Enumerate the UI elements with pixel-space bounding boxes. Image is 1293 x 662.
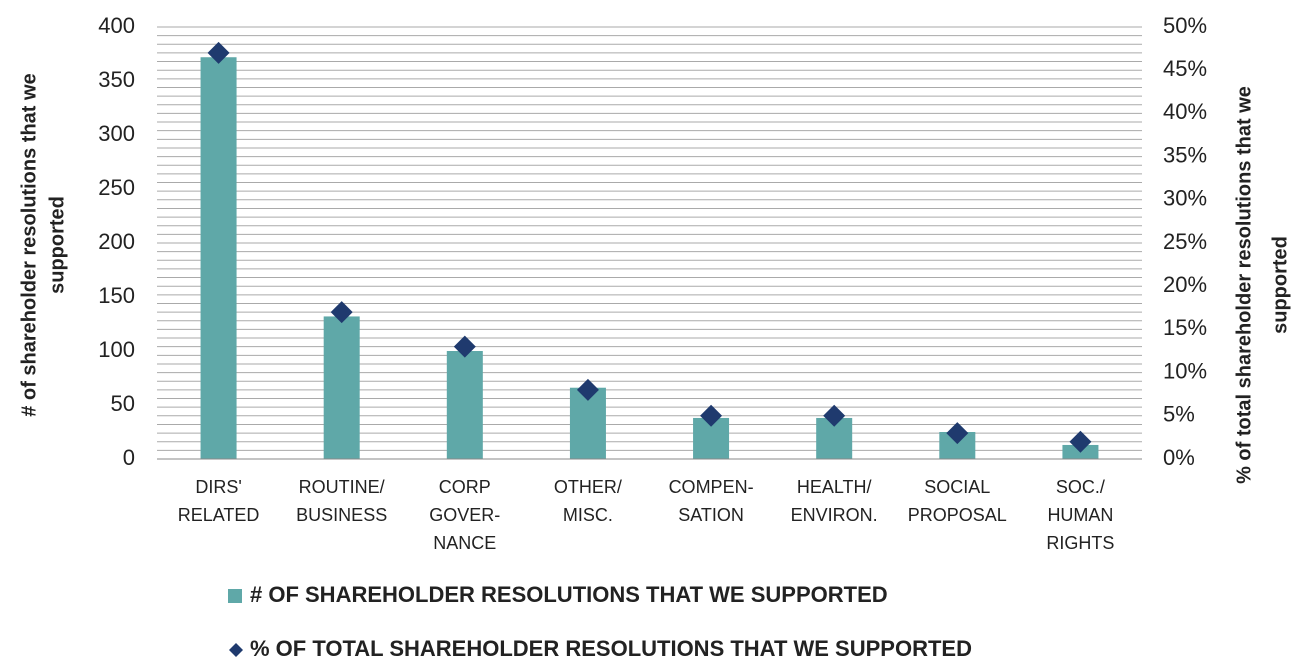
- diamond-marker: [1069, 430, 1092, 453]
- x-tick-label: BUSINESS: [296, 505, 387, 525]
- legend-marker: [229, 643, 243, 657]
- y2-tick-label: 10%: [1163, 358, 1207, 383]
- diamond-marker: [330, 301, 353, 324]
- y2-tick-label: 45%: [1163, 56, 1207, 81]
- y2-axis-title: supported: [1269, 236, 1291, 334]
- x-tick-label: SATION: [678, 505, 744, 525]
- x-tick-label: OTHER/: [554, 477, 622, 497]
- y-tick-label: 100: [98, 337, 135, 362]
- diamond-marker: [823, 404, 846, 427]
- y-tick-label: 150: [98, 283, 135, 308]
- y-tick-label: 400: [98, 13, 135, 38]
- diamond-marker: [453, 335, 476, 358]
- y-axis-title: # of shareholder resolutions that we: [18, 73, 40, 416]
- bar: [446, 351, 483, 459]
- legend-label: % OF TOTAL SHAREHOLDER RESOLUTIONS THAT …: [250, 636, 972, 661]
- y-axis-title: supported: [46, 196, 68, 294]
- x-tick-label: CORP: [439, 477, 491, 497]
- y2-tick-label: 50%: [1163, 13, 1207, 38]
- x-tick-label: GOVER-: [429, 505, 500, 525]
- y-tick-label: 200: [98, 229, 135, 254]
- legend-swatch: [228, 589, 242, 603]
- x-tick-label: HEALTH/: [797, 477, 872, 497]
- x-tick-label: SOC./: [1056, 477, 1105, 497]
- x-tick-label: DIRS': [195, 477, 241, 497]
- y2-tick-label: 0%: [1163, 445, 1195, 470]
- diamond-marker: [700, 404, 723, 427]
- y-tick-label: 250: [98, 175, 135, 200]
- x-tick-label: RELATED: [178, 505, 260, 525]
- diamond-marker: [207, 41, 230, 64]
- y2-axis-title: % of total shareholder resolutions that …: [1233, 86, 1255, 484]
- y-tick-label: 300: [98, 121, 135, 146]
- y2-tick-label: 5%: [1163, 402, 1195, 427]
- diamond-marker: [576, 378, 599, 401]
- y-tick-label: 350: [98, 67, 135, 92]
- y2-tick-label: 15%: [1163, 315, 1207, 340]
- y2-tick-label: 25%: [1163, 229, 1207, 254]
- y2-tick-label: 35%: [1163, 142, 1207, 167]
- x-tick-label: COMPEN-: [669, 477, 754, 497]
- x-tick-label: ENVIRON.: [791, 505, 878, 525]
- diamond-marker: [946, 422, 969, 445]
- x-tick-label: MISC.: [563, 505, 613, 525]
- y-tick-label: 50: [111, 391, 135, 416]
- y2-tick-label: 20%: [1163, 272, 1207, 297]
- x-tick-label: SOCIAL: [924, 477, 990, 497]
- y2-tick-label: 30%: [1163, 186, 1207, 211]
- x-tick-label: RIGHTS: [1046, 533, 1114, 553]
- y-tick-label: 0: [123, 445, 135, 470]
- x-tick-label: ROUTINE/: [299, 477, 385, 497]
- bar: [200, 57, 237, 460]
- x-tick-label: HUMAN: [1047, 505, 1113, 525]
- x-tick-label: NANCE: [433, 533, 496, 553]
- legend-label: # OF SHAREHOLDER RESOLUTIONS THAT WE SUP…: [250, 582, 888, 607]
- x-tick-label: PROPOSAL: [908, 505, 1007, 525]
- bar: [323, 316, 360, 459]
- y2-tick-label: 40%: [1163, 99, 1207, 124]
